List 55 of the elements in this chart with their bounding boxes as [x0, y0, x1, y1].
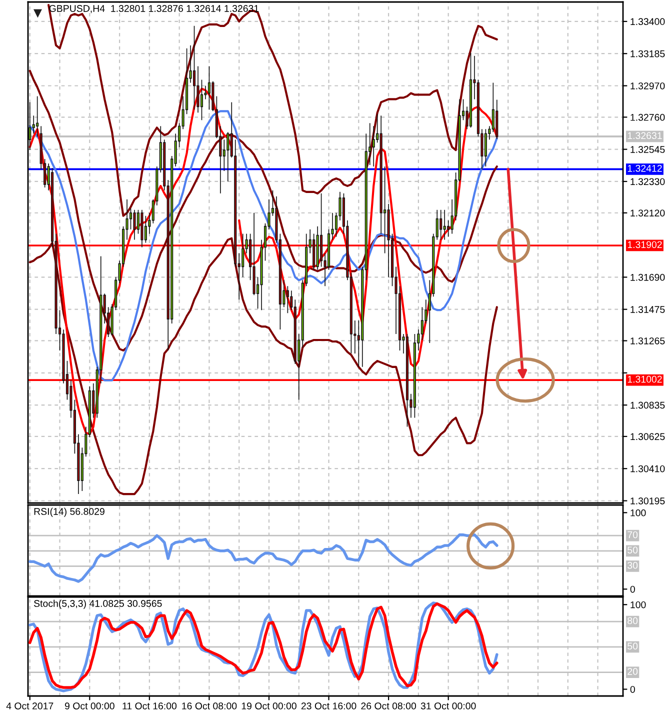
ref-line-label: 20 — [628, 668, 638, 675]
ref-line-label: 80 — [628, 617, 638, 624]
candlestick — [192, 26, 196, 110]
x-tick-label: 11 Oct 16:00 — [122, 702, 177, 710]
line-series — [28, 70, 498, 352]
candlestick — [36, 96, 39, 138]
x-tick-label: 26 Oct 08:00 — [361, 702, 416, 710]
y-tick-label: 1.32545 — [630, 146, 665, 153]
candlestick — [133, 209, 136, 240]
candlestick — [484, 128, 487, 167]
y-tick-label: 1.30625 — [630, 433, 665, 440]
candlestick — [28, 102, 32, 150]
candlestick — [443, 209, 446, 240]
ref-line-label: 50 — [628, 642, 638, 650]
line-series — [28, 110, 498, 382]
ref-line-label: 1.31002 — [628, 376, 662, 383]
ref-line-label: 1.31902 — [628, 241, 662, 248]
y-tick-label: 1.32120 — [630, 210, 665, 216]
y-tick-label: 1.31475 — [630, 306, 665, 313]
candlestick — [413, 334, 416, 418]
x-tick-label: 23 Oct 16:00 — [301, 702, 356, 710]
y-tick-label: 1.30410 — [630, 465, 665, 472]
y-tick-label: 1.32760 — [630, 114, 665, 121]
y-tick-label: 100 — [630, 601, 646, 608]
x-tick-label: 19 Oct 00:00 — [242, 702, 296, 710]
candlestick — [208, 66, 210, 110]
ref-line-label: 70 — [628, 531, 638, 538]
ref-line-label: 1.32412 — [628, 164, 662, 172]
ref-line-label: 50 — [628, 546, 638, 554]
y-tick-label: 1.30195 — [630, 497, 665, 504]
x-tick-label: 9 Oct 00:00 — [64, 702, 114, 710]
ref-line-label: 30 — [628, 562, 638, 569]
y-tick-label: 100 — [630, 509, 646, 516]
y-tick-label: 0 — [630, 686, 635, 693]
chart-title: Stoch(5,3,3) 41.0825 30.9565 — [34, 600, 162, 609]
candlestick — [140, 209, 144, 248]
line-series — [48, 4, 498, 217]
line-series — [28, 533, 498, 583]
y-tick-label: 1.32970 — [630, 82, 665, 90]
y-tick-label: 1.31690 — [630, 274, 665, 281]
y-tick-label: 1.31265 — [630, 337, 665, 344]
chart-title: RSI(14) 56.8029 — [34, 508, 104, 517]
y-tick-label: 0 — [630, 586, 635, 593]
y-tick-label: 1.30835 — [630, 402, 665, 409]
y-tick-label: 1.32330 — [630, 178, 665, 186]
line-series — [28, 237, 498, 496]
candlestick — [469, 52, 472, 128]
x-tick-label: 4 Oct 2017 — [6, 702, 54, 710]
candlestick — [406, 334, 409, 428]
y-tick-label: 1.33185 — [630, 50, 665, 58]
y-tick-label: 1.33400 — [630, 18, 665, 26]
candlestick — [440, 209, 442, 240]
x-tick-label: 16 Oct 08:00 — [182, 702, 237, 710]
ref-line-label: 1.32631 — [628, 132, 662, 140]
x-tick-label: 31 Oct 00:00 — [420, 702, 476, 710]
